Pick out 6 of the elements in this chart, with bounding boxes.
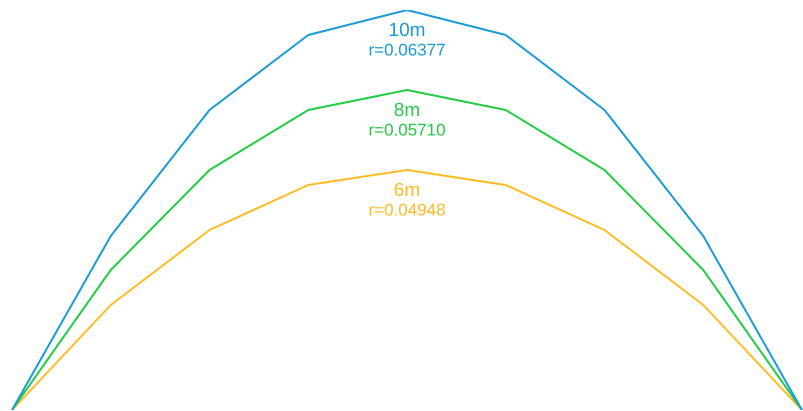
series-label: 6m bbox=[394, 180, 420, 202]
annotation: r=0.05710 bbox=[368, 120, 446, 140]
annotation: r=0.06377 bbox=[368, 40, 446, 60]
series-label: 10m bbox=[388, 20, 426, 42]
series-label: 8m bbox=[394, 100, 420, 122]
annotation: r=0.04948 bbox=[368, 200, 446, 220]
